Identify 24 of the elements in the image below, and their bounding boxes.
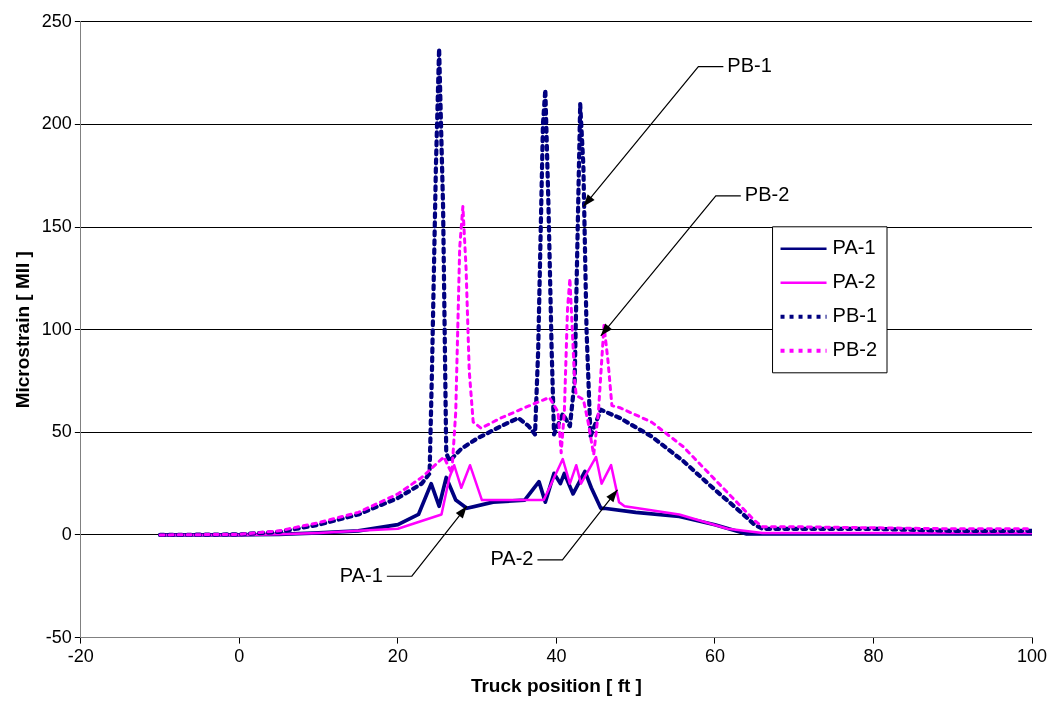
legend-label: PB-1: [832, 304, 878, 327]
x-tick-label: 80: [863, 646, 884, 667]
legend-label: PB-2: [832, 338, 878, 361]
legend-label: PA-1: [832, 236, 876, 259]
y-tick-label: 50: [51, 421, 72, 442]
y-tick-label: 150: [41, 216, 72, 237]
annotation: PA-1: [339, 563, 383, 586]
x-tick-label: 20: [387, 646, 408, 667]
x-tick-label: 0: [234, 646, 245, 667]
x-tick-label: -20: [67, 646, 94, 667]
x-tick-label: 40: [546, 646, 567, 667]
legend-label: PA-2: [832, 270, 876, 293]
y-tick-label: 200: [41, 113, 72, 134]
y-axis-title: Microstrain [ MII ]: [11, 251, 33, 409]
annotation: PB-1: [727, 54, 772, 77]
y-tick-label: 0: [61, 523, 72, 544]
y-tick-label: 100: [41, 318, 72, 339]
y-tick-label: -50: [45, 626, 72, 647]
x-tick-label: 100: [1016, 646, 1048, 667]
annotation: PA-2: [490, 547, 534, 570]
x-axis-title: Truck position [ ft ]: [470, 674, 642, 696]
y-tick-label: 250: [41, 10, 72, 31]
annotation: PB-2: [744, 183, 790, 206]
x-tick-label: 60: [704, 646, 725, 667]
